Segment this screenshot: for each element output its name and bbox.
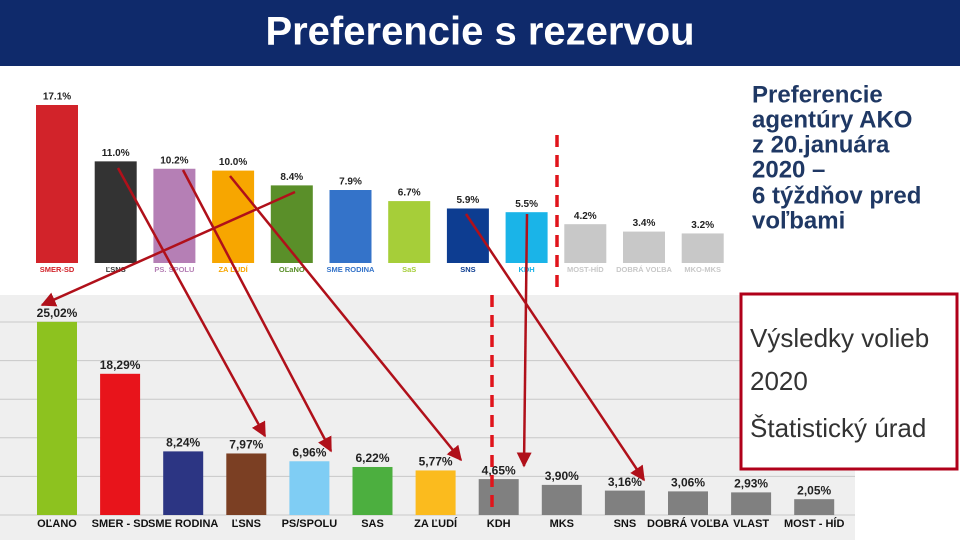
value-label: 3.2% (691, 220, 714, 231)
bar (478, 479, 519, 515)
bar (100, 373, 141, 515)
value-label: 2,93% (734, 477, 768, 491)
arrow (464, 213, 646, 482)
value-label: 4.2% (574, 211, 597, 222)
value-label: 6.7% (398, 188, 421, 199)
value-label: 3,90% (545, 469, 579, 483)
bar (36, 105, 78, 263)
category-label: ZA ĽUDÍ (414, 517, 458, 530)
bar (37, 321, 77, 515)
category-label: OĽaNO (279, 265, 305, 274)
note-line: agentúry AKO (752, 106, 912, 133)
category-label: DOBRÁ VOĽBA (647, 517, 729, 530)
value-label: 11.0% (102, 148, 130, 159)
bar (564, 224, 607, 263)
value-label: 5.5% (515, 199, 538, 210)
note-line: z 20.januára (752, 131, 890, 158)
bar (541, 484, 582, 515)
value-label: 6,96% (292, 445, 326, 459)
value-label: 3,16% (608, 475, 642, 489)
arrow (229, 175, 462, 462)
value-label: 4,65% (482, 463, 516, 477)
value-label: 7.9% (339, 177, 362, 188)
value-label: 3.4% (633, 218, 656, 229)
category-label: MOST - HÍD (784, 517, 845, 530)
results-box (739, 292, 959, 471)
value-label: 18,29% (100, 358, 141, 372)
box-line: Výsledky volieb (750, 323, 929, 353)
box-text: Výsledky volieb 2020 Štatistický úrad (750, 323, 929, 443)
category-label: SMER-SD (40, 265, 75, 274)
bar (388, 201, 431, 263)
category-label: SAS (361, 518, 384, 530)
bar (289, 461, 330, 515)
arrow (516, 213, 532, 468)
slide-title: Preferencie s rezervou (265, 10, 694, 54)
value-label: 10.2% (160, 155, 188, 166)
value-label: 3,06% (671, 476, 705, 490)
value-label: 6,22% (355, 451, 389, 465)
grid (0, 321, 855, 516)
value-label: 5.9% (457, 195, 480, 206)
value-label: 17.1% (43, 92, 71, 103)
category-label: SME RODINA (148, 518, 218, 530)
box-line: 2020 (750, 366, 808, 396)
category-label: DOBRÁ VOĽBA (616, 265, 672, 274)
title-bar (0, 0, 960, 66)
category-label: MOST-HÍD (567, 265, 604, 274)
value-label: 8.4% (280, 172, 303, 183)
bar (668, 491, 708, 515)
value-label: 10.0% (219, 157, 247, 168)
category-label: SaS (402, 265, 416, 274)
box-line: Štatistický úrad (750, 413, 926, 443)
category-label: SME RODINA (327, 265, 376, 274)
value-label: 5,77% (419, 455, 453, 469)
bar (623, 231, 665, 263)
bar (226, 453, 267, 515)
bar (163, 451, 204, 515)
category-label: SNS (614, 518, 637, 530)
category-label: ZA ĽUDÍ (218, 265, 248, 274)
value-label: 7,97% (229, 438, 263, 452)
bar (352, 466, 393, 515)
note-line: voľbami (752, 207, 845, 234)
bar (681, 233, 724, 263)
category-label: PS/SPOLU (282, 518, 338, 530)
category-label: SMER - SD (92, 518, 149, 530)
arrow (181, 169, 333, 453)
category-label: OĽANO (37, 518, 77, 530)
bar (794, 499, 835, 515)
note-line: 2020 – (752, 156, 825, 183)
category-label: SNS (460, 265, 475, 274)
bar (731, 492, 772, 515)
arrows (40, 167, 646, 482)
poll-note: Preferencie agentúry AKO z 20.januára 20… (752, 81, 921, 234)
note-line: Preferencie (752, 81, 883, 108)
category-label: VLAST (733, 518, 769, 530)
value-label: 2,05% (797, 483, 831, 497)
category-label: MKO-MKS (684, 265, 721, 274)
arrow (116, 167, 267, 438)
results-chart: 25,02% OĽANO 18,29% SMER - SD 8,24% SME RODIN… (37, 306, 845, 530)
category-label: ĽSNS (106, 265, 126, 274)
bar (329, 190, 372, 263)
category-label: MKS (550, 518, 574, 530)
category-label: KDH (487, 518, 511, 530)
value-label: 25,02% (37, 306, 78, 320)
category-label: ĽSNS (232, 518, 261, 530)
bar (94, 161, 137, 263)
bar (212, 170, 255, 263)
arrow (40, 190, 296, 307)
value-label: 8,24% (166, 436, 200, 450)
bar (415, 470, 456, 515)
note-line: 6 týždňov pred (752, 182, 921, 209)
bar (604, 490, 645, 515)
